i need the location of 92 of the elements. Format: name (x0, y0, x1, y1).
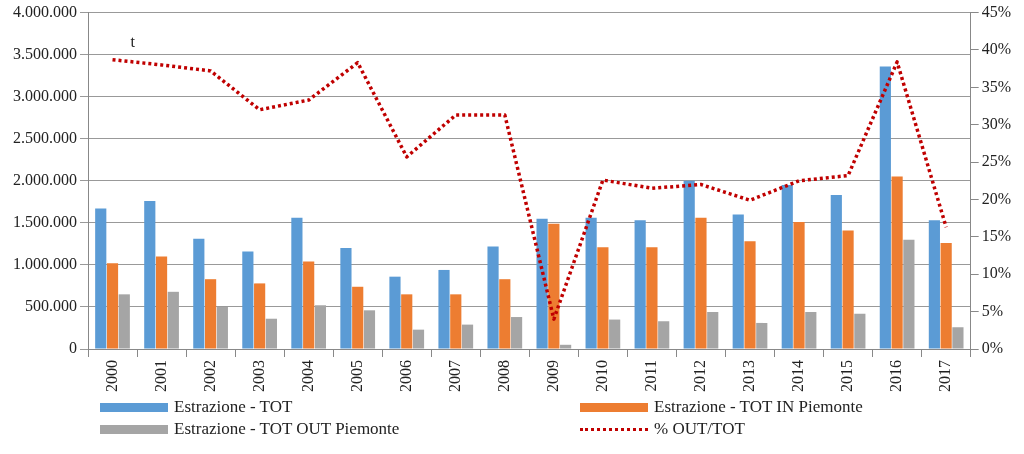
x-tick-label: 2001 (151, 360, 169, 392)
y2-tick-label: 45% (981, 2, 1011, 20)
bar (438, 269, 450, 349)
bar (352, 286, 364, 349)
y-tick-label: 0 (69, 339, 77, 357)
bar (597, 247, 609, 349)
bar (412, 329, 425, 349)
bar (560, 344, 572, 349)
y-tick-label: 2.000.000 (13, 171, 77, 188)
y2-tick-label: 5% (981, 301, 1003, 319)
x-tick-label: 2002 (200, 360, 218, 392)
bar (879, 66, 891, 349)
bar (744, 241, 756, 349)
legend-label: Estrazione - TOT (174, 397, 293, 417)
line-series (110, 57, 948, 321)
bar (940, 243, 952, 349)
bar (928, 220, 940, 349)
bar (106, 263, 119, 349)
x-tick-label: 2012 (691, 360, 709, 392)
bar (830, 195, 842, 349)
bar (548, 223, 560, 349)
bar (646, 247, 658, 349)
bar (793, 222, 805, 349)
bar (683, 180, 695, 349)
bar (254, 283, 266, 349)
bar (634, 220, 646, 349)
x-tick-label: 2003 (249, 360, 267, 392)
x-tick-label: 2007 (445, 360, 463, 392)
bar (401, 294, 413, 349)
bar (303, 261, 315, 349)
x-tick-label: 2010 (593, 360, 611, 392)
y2-tick-label: 25% (981, 152, 1011, 170)
bar (511, 317, 523, 349)
bar (854, 313, 866, 349)
x-tick-label: 2014 (789, 360, 807, 392)
y2-tick-label: 20% (981, 189, 1011, 207)
x-tick-label: 2008 (495, 360, 513, 392)
bar (450, 294, 462, 349)
y-tick-label: 500.000 (25, 297, 77, 315)
x-tick-label: 2004 (298, 360, 316, 392)
x-tick-label: 2006 (396, 360, 414, 392)
bar (536, 218, 548, 349)
y-tick-label: 1.500.000 (13, 213, 77, 231)
y-tick-label: 4.000.000 (13, 2, 77, 20)
annotation: t (130, 32, 136, 50)
x-tick-label: 2000 (102, 360, 120, 392)
y-tick-label: 1.000.000 (13, 255, 77, 273)
y2-tick-label: 40% (981, 40, 1011, 58)
bar (155, 256, 168, 349)
y2-tick-label: 35% (981, 77, 1011, 95)
bar (461, 324, 474, 349)
bar (756, 322, 768, 349)
bar (487, 246, 499, 349)
bar (265, 318, 277, 349)
y-tick-label: 3.000.000 (13, 86, 77, 104)
legend-label: Estrazione - TOT IN Piemonte (654, 397, 863, 417)
bar (499, 279, 511, 349)
x-tick-label: 2013 (740, 360, 758, 392)
bar (609, 319, 621, 349)
y2-tick-label: 15% (981, 227, 1011, 245)
x-tick-label: 2011 (642, 360, 660, 392)
bar (340, 248, 352, 349)
y-tick-label: 2.500.000 (13, 128, 77, 146)
bar (732, 214, 744, 349)
bar (695, 217, 707, 349)
y2-tick-label: 10% (981, 264, 1011, 282)
bar (205, 279, 217, 349)
bar (585, 217, 597, 349)
bar (658, 321, 670, 349)
bar (389, 276, 401, 349)
bar (363, 310, 376, 349)
bar (144, 200, 156, 349)
x-tick-label: 2017 (936, 360, 954, 392)
bar (781, 185, 793, 349)
bar (891, 176, 903, 349)
bar (952, 327, 964, 349)
y2-tick-label: 30% (981, 114, 1011, 132)
bar (842, 230, 854, 349)
bar (707, 312, 719, 349)
bar (291, 217, 303, 349)
bar (95, 208, 107, 349)
bar (805, 312, 817, 349)
bar (193, 238, 205, 349)
x-tick-label: 2016 (887, 360, 905, 392)
legend-label: % OUT/TOT (654, 419, 745, 439)
x-tick-label: 2009 (544, 360, 562, 392)
legend-label: Estrazione - TOT OUT Piemonte (174, 419, 400, 439)
y2-tick-label: 0% (981, 339, 1003, 357)
x-tick-label: 2015 (838, 360, 856, 392)
x-tick-label: 2005 (347, 360, 365, 392)
bar (242, 251, 254, 349)
y-tick-label: 3.500.000 (13, 44, 77, 62)
